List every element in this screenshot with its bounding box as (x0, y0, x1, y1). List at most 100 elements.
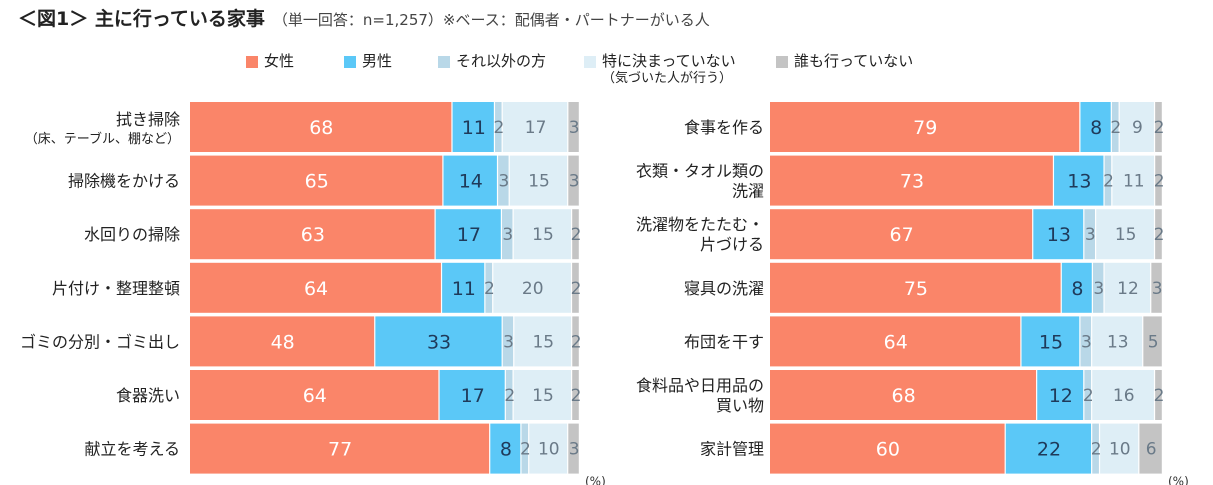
bar-segment-p2-r2-s3 (1104, 155, 1112, 206)
bar-segment-p1-r1-s3 (495, 102, 502, 152)
data-label-p1-r5-s3: 3 (503, 332, 514, 352)
data-label-p1-r7-s2: 8 (500, 439, 512, 461)
data-label-p2-r1-s3: 2 (1110, 118, 1121, 138)
data-label-p1-r2-s1: 65 (305, 171, 329, 193)
bar-segment-p1-r5-s1 (190, 316, 375, 367)
data-label-p1-r5-s2: 33 (427, 331, 451, 353)
data-label-p2-r5-s3: 3 (1081, 332, 1092, 352)
bar-segment-p1-r5-s5 (572, 316, 579, 367)
unit-label-p1: (%) (585, 475, 606, 485)
bar-segment-p2-r4-s5 (1151, 262, 1162, 313)
data-label-p2-r4-s1: 75 (904, 278, 928, 300)
legend-label-undecided: 特に決まっていない (602, 52, 736, 70)
data-label-p1-r1-s1: 68 (309, 117, 333, 139)
legend-swatch-other (438, 56, 450, 68)
bar-segment-p1-r6-s1 (190, 370, 439, 420)
bar-segment-p2-r7-s2 (1005, 423, 1092, 474)
category-label-p2-r1: 食事を作る (684, 118, 764, 137)
data-label-p1-r3-s1: 63 (301, 224, 325, 246)
category-label-p1-r7: 献立を考える (84, 440, 180, 459)
data-label-p2-r7-s4: 10 (1109, 440, 1131, 460)
bar-segment-p2-r5-s2 (1021, 316, 1080, 367)
chart-title: ＜図1＞ 主に行っている家事 （単一回答：n=1,257）※ベース：配偶者・パート… (18, 4, 710, 31)
data-label-p2-r7-s1: 60 (876, 439, 900, 461)
data-label-p1-r7-s4: 10 (538, 440, 560, 460)
bar-segment-p2-r5-s3 (1080, 316, 1092, 367)
category-label-p2-r7: 家計管理 (700, 440, 764, 459)
data-label-p1-r4-s3: 2 (484, 279, 495, 299)
bar-segment-p1-r5-s4 (514, 316, 572, 367)
bar-segment-p1-r2-s4 (509, 155, 568, 206)
legend-label-nobody: 誰も行っていない (794, 52, 914, 70)
data-label-p1-r4-s1: 64 (304, 278, 328, 300)
data-label-p1-r6-s4: 15 (532, 386, 554, 406)
data-label-p2-r6-s5: 2 (1154, 386, 1165, 406)
data-label-p2-r3-s4: 15 (1115, 225, 1137, 245)
legend-item-undecided: 特に決まっていない （気づいた人が行う） (584, 52, 736, 88)
bar-segment-p1-r2-s1 (190, 155, 443, 206)
data-label-p2-r6-s4: 16 (1113, 386, 1135, 406)
data-label-p2-r5-s5: 5 (1148, 332, 1159, 352)
bar-segment-p2-r4-s4 (1104, 262, 1151, 313)
bar-segment-p1-r3-s4 (513, 209, 571, 260)
data-label-p1-r6-s1: 64 (303, 385, 327, 407)
bar-segment-p2-r6-s1 (770, 370, 1037, 420)
data-label-p1-r6-s5: 2 (571, 386, 582, 406)
bar-segment-p1-r4-s3 (485, 262, 493, 313)
data-label-p1-r1-s5: 3 (569, 118, 580, 138)
bar-segment-p1-r3-s1 (190, 209, 435, 260)
data-label-p2-r4-s3: 3 (1093, 279, 1104, 299)
bar-segment-p1-r6-s5 (572, 370, 579, 420)
legend-swatch-male (344, 56, 356, 68)
legend-label-female: 女性 (264, 52, 295, 70)
bar-segment-p1-r7-s1 (190, 423, 490, 474)
data-label-p1-r3-s4: 15 (532, 225, 554, 245)
data-label-p2-r5-s2: 15 (1039, 331, 1063, 353)
category-label-p1-r5: ゴミの分別・ゴミ出し (20, 332, 180, 351)
category-label-p1-r3: 水回りの掃除 (84, 225, 180, 244)
title-text: ＜図1＞ 主に行っている家事 (18, 8, 265, 30)
data-label-p2-r6-s2: 12 (1049, 385, 1073, 407)
bar-segment-p1-r4-s1 (190, 262, 441, 313)
data-label-p2-r2-s5: 2 (1154, 172, 1165, 192)
legend-swatch-undecided (584, 56, 596, 68)
bar-segment-p2-r2-s1 (770, 155, 1053, 206)
data-label-p2-r1-s5: 2 (1154, 118, 1165, 138)
bar-segment-p1-r6-s2 (439, 370, 505, 420)
bar-segment-p1-r3-s3 (502, 209, 513, 260)
legend-item-male: 男性 (344, 52, 392, 70)
bar-segment-p2-r1-s5 (1155, 102, 1162, 152)
bar-segment-p1-r4-s2 (442, 262, 485, 313)
data-label-p1-r2-s2: 14 (459, 171, 483, 193)
data-label-p2-r2-s1: 73 (900, 171, 924, 193)
data-label-p2-r5-s1: 64 (884, 331, 908, 353)
data-label-p1-r7-s1: 77 (328, 439, 352, 461)
data-label-p2-r3-s5: 2 (1154, 225, 1165, 245)
bar-segment-p2-r2-s5 (1155, 155, 1162, 206)
bar-segment-p2-r1-s2 (1080, 102, 1111, 152)
category-label-p2-r4: 寝具の洗濯 (684, 279, 764, 298)
bar-segment-p2-r4-s2 (1061, 262, 1092, 313)
title-note: （単一回答：n=1,257）※ベース：配偶者・パートナーがいる人 (272, 11, 710, 29)
bar-segment-p2-r1-s4 (1119, 102, 1154, 152)
data-label-p2-r6-s1: 68 (892, 385, 916, 407)
data-label-p1-r5-s1: 48 (271, 331, 295, 353)
data-label-p2-r4-s5: 3 (1152, 279, 1163, 299)
bar-segment-p1-r1-s4 (502, 102, 568, 152)
category-label-p1-r6: 食器洗い (116, 386, 180, 405)
bar-segment-p1-r5-s3 (502, 316, 514, 367)
bar-segment-p1-r7-s2 (490, 423, 521, 474)
data-label-p2-r1-s1: 79 (913, 117, 937, 139)
bar-segment-p1-r3-s5 (572, 209, 579, 260)
legend-item-nobody: 誰も行っていない (776, 52, 913, 70)
data-label-p1-r3-s3: 3 (502, 225, 513, 245)
chart-panel-1: 68 11 2 17 3 拭き掃除（床、テーブル、棚など） 65 14 3 15 3 掃除機をかける 6… (20, 102, 606, 485)
bar-segment-p2-r6-s4 (1092, 370, 1154, 420)
data-label-p2-r3-s1: 67 (890, 224, 914, 246)
data-label-p2-r2-s3: 2 (1103, 172, 1114, 192)
bar-segment-p2-r1-s3 (1111, 102, 1119, 152)
legend-label-male: 男性 (362, 52, 393, 70)
data-label-p1-r2-s3: 3 (499, 172, 510, 192)
data-label-p2-r5-s4: 13 (1107, 332, 1129, 352)
